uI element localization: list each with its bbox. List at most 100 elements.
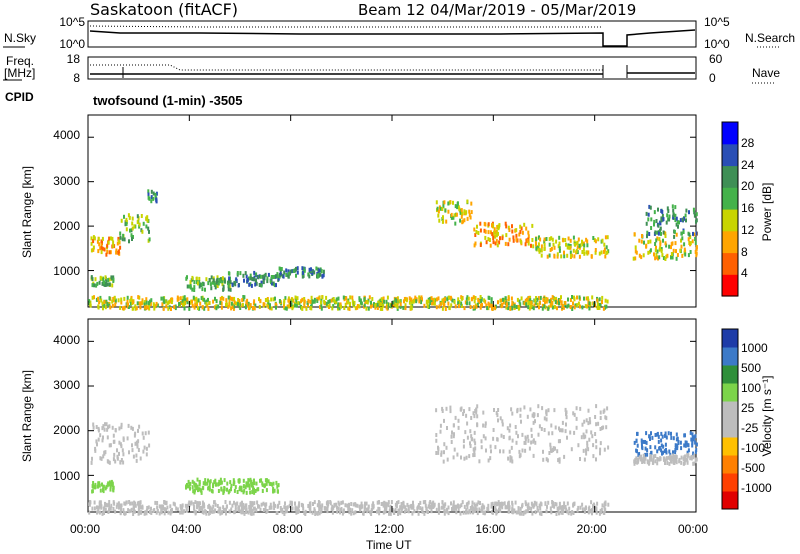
data-cell <box>213 509 216 514</box>
data-cell <box>99 295 102 300</box>
data-cell <box>91 456 93 461</box>
data-cell <box>491 510 494 515</box>
data-cell <box>525 297 528 302</box>
data-cell <box>209 507 211 512</box>
data-cell <box>540 427 543 431</box>
data-cell <box>594 432 597 436</box>
data-cell <box>512 238 515 243</box>
x-tick-label: 08:00 <box>272 522 303 536</box>
data-cell <box>654 248 657 253</box>
data-cell <box>301 266 304 271</box>
x-axis-label: Time UT <box>366 538 412 552</box>
data-cell <box>322 269 325 274</box>
data-cell <box>496 243 499 248</box>
data-cell <box>573 305 576 310</box>
data-cell <box>583 419 586 424</box>
data-cell <box>528 506 531 511</box>
data-cell <box>131 216 134 221</box>
data-cell <box>241 500 243 505</box>
data-cell <box>430 509 433 514</box>
data-cell <box>655 252 658 257</box>
data-cell <box>150 506 152 511</box>
data-cell <box>479 303 482 308</box>
data-cell <box>249 490 252 495</box>
data-cell <box>652 460 655 465</box>
data-cell <box>600 250 603 255</box>
data-cell <box>583 251 586 256</box>
data-cell <box>116 454 119 459</box>
data-cell <box>105 282 108 287</box>
data-cell <box>563 250 565 255</box>
data-cell <box>691 239 694 244</box>
data-cell <box>298 501 301 506</box>
velocity-ytick-4000: 4000 <box>53 333 80 347</box>
data-cell <box>240 506 243 511</box>
data-cell <box>474 504 477 508</box>
data-cell <box>530 440 533 445</box>
data-cell <box>511 229 514 234</box>
data-cell <box>466 435 469 440</box>
data-cell <box>347 306 350 311</box>
data-cell <box>633 440 636 445</box>
data-cell <box>309 509 312 514</box>
data-cell <box>441 306 444 311</box>
colorbar-swatch <box>722 274 738 297</box>
data-cell <box>445 406 448 411</box>
data-cell <box>464 430 467 435</box>
data-cell <box>452 423 455 428</box>
data-cell <box>686 453 689 458</box>
data-cell <box>549 445 552 450</box>
data-cell <box>654 454 657 458</box>
data-cell <box>507 306 510 311</box>
data-cell <box>122 460 125 465</box>
data-cell <box>660 231 662 236</box>
data-cell <box>526 506 529 511</box>
data-cell <box>310 306 313 311</box>
data-cell <box>187 479 190 484</box>
data-cell <box>233 296 236 301</box>
data-cell <box>507 504 510 509</box>
data-cell <box>599 302 602 307</box>
data-cell <box>505 224 508 229</box>
data-cell <box>675 232 678 237</box>
data-cell <box>218 480 221 484</box>
data-cell <box>549 301 552 305</box>
colorbar-swatch <box>722 230 738 254</box>
data-cell <box>550 423 553 428</box>
data-cell <box>450 501 452 506</box>
data-cell <box>550 297 553 302</box>
data-cell <box>101 438 104 443</box>
data-cell <box>144 431 147 436</box>
data-cell <box>459 218 462 223</box>
data-cell <box>552 242 555 247</box>
data-cell <box>650 226 653 230</box>
data-cell <box>534 239 537 244</box>
data-cell <box>238 304 241 309</box>
data-cell <box>326 501 329 505</box>
data-cell <box>108 282 111 287</box>
data-cell <box>384 501 387 506</box>
data-cell <box>147 505 150 510</box>
data-cell <box>477 297 480 302</box>
data-cell <box>115 248 118 253</box>
data-cell <box>526 503 529 508</box>
data-cell <box>682 461 685 466</box>
data-cell <box>680 244 683 249</box>
data-cell <box>457 507 460 512</box>
nsky-tick-high: 10^5 <box>59 15 85 29</box>
data-cell <box>587 298 590 303</box>
data-cell <box>401 505 404 510</box>
data-cell <box>647 212 650 217</box>
data-cell <box>555 512 558 516</box>
data-cell <box>649 205 652 210</box>
data-cell <box>575 425 578 430</box>
data-cell <box>194 511 197 516</box>
data-cell <box>480 505 483 510</box>
data-cell <box>207 297 209 302</box>
colorbar-swatch <box>722 347 738 366</box>
data-cell <box>591 295 594 300</box>
data-cell <box>678 220 680 225</box>
data-cell <box>233 510 236 515</box>
colorbar-swatch <box>722 419 738 438</box>
data-cell <box>331 507 334 512</box>
